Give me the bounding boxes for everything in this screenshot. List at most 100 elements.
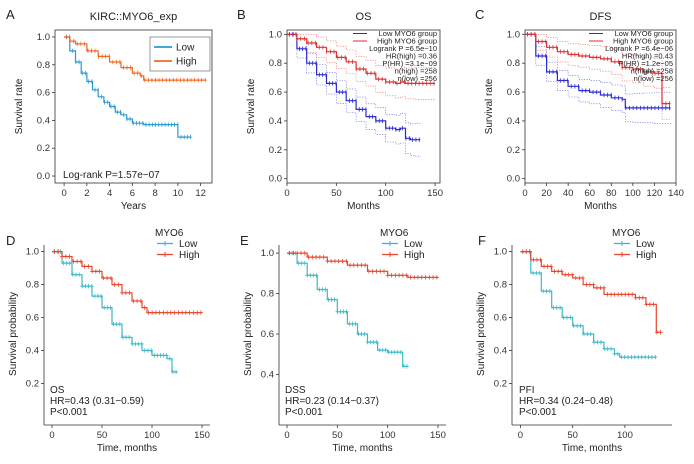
panel-b-x-tick-label: 150 [427,188,443,199]
panel-d-y-tick-label: 0.8 [26,280,39,291]
panel-c-title: DFS [590,11,612,23]
panel-c-y-label: Survival rate [484,78,495,134]
panel-c-x-tick-label: 60 [584,188,595,199]
panel-d-x-tick-label: 0 [49,430,54,441]
panel-b-stat-line: HR(high) =0.36 [386,52,437,61]
panel-e-x-tick-label: 150 [430,430,446,441]
panel-d-x-label: Time, months [97,443,157,454]
panel-a-frame [54,29,213,184]
panel-b-y-tick-label: 0.8 [269,58,282,69]
panel-c-y-tick-label: 0.8 [507,58,520,69]
panel-b-x-tick-label: 50 [331,188,342,199]
panel-c-stat-line: n(high) =258 [631,67,673,76]
panel-d-legend-label: High [179,250,200,261]
panel-b-legend-label: Low MYO6 group [379,29,437,38]
panel-c-ci-band [525,34,671,88]
panel-a-legend-label: High [176,57,197,68]
panel-c-x-tick-label: 100 [625,188,641,199]
panel-e-y-label: Survival probability [243,292,254,376]
panel-f-legend-label: Low [636,239,655,250]
panel-a-title: KIRC::MYO6_exp [90,11,177,23]
panel-c-y-tick-label: 0.2 [507,145,520,156]
panel-f-x-label: Time, months [562,443,622,454]
panel-a-curve-high [64,36,207,81]
panel-b-stat-line: Logrank P =6.5e−10 [369,44,437,53]
panel-a-x-tick-label: 6 [130,188,135,199]
panel-b-stat-line: n(low) =256 [398,74,437,83]
panel-e: E 0 50 100 150 0.4 0.6 0.8 1.0 Time, months Surviv… [240,228,446,454]
panel-b-y-tick-label: 0.4 [269,116,282,127]
panel-a-x-tick-label: 10 [173,188,184,199]
panel-f-x-tick-label: 0 [518,430,523,441]
panel-d-curve-low [52,251,177,373]
panel-b-legend-label: High MYO6 group [377,37,437,46]
panel-d-x-tick-label: 100 [144,430,160,441]
panel-a-y-label: Survival rate [14,78,25,134]
panel-b-letter: B [237,7,246,22]
panel-d-y-label: Survival probability [8,292,19,376]
panel-a-curve-low [64,36,192,138]
panel-b-stat-line: P(HR) =3.1e−09 [382,59,437,68]
panel-c-stat-line: n(low) =256 [634,74,673,83]
panel-c-legend-label: Low MYO6 group [615,29,673,38]
panel-c-x-tick-label: 140 [668,188,684,199]
panel-a-x-tick-label: 2 [84,188,89,199]
panel-f-x-tick-label: 50 [567,430,578,441]
panel-a-annotation: Log-rank P=1.57e−07 [63,170,160,181]
panel-b-ci-band [287,34,436,70]
panel-c-stat-line: P(HR) =1.2e−05 [618,59,673,68]
panel-f-curve-low [520,251,657,358]
panel-e-annotation-line: DSS [285,385,306,396]
panel-c-x-tick-label: 40 [563,188,574,199]
panel-d-x-tick-label: 50 [97,430,108,441]
panel-b-stat-line: n(high) =258 [395,67,437,76]
panel-e-legend-label: Low [404,239,423,250]
panel-e-y-tick-label: 0.8 [261,289,274,300]
panel-f-y-tick-label: 0.2 [494,378,507,389]
panel-e-annotation-line: P<0.001 [285,407,323,418]
panel-c-x-label: Months [584,201,617,212]
panel-f-annotation-line: P<0.001 [519,407,557,418]
panel-f-annotation-line: HR=0.34 (0.24−0.48) [519,396,613,407]
panel-a-y-tick-label: 0.8 [37,60,50,71]
panel-f-x-tick-label: 100 [617,430,633,441]
panel-f-y-tick-label: 1.0 [494,247,507,258]
panel-a-y-tick-label: 0.6 [37,88,50,99]
panel-c-ci-band [525,34,671,121]
panel-d-y-tick-label: 1.0 [26,247,39,258]
panel-c: C DFS 0 20 40 60 80 100 120 140 0.0 0.2 0.4 0.6 0.8 1.0… [475,7,684,212]
panel-f: F 0 50 100 0.2 0.4 0.6 0.8 1.0 Time, months Surviv… [476,228,672,454]
panel-b-ci-band [287,34,436,100]
panel-d-legend-title: MYO6 [155,228,184,239]
panel-e-x-label: Time, months [332,443,392,454]
panel-c-legend-label: High MYO6 group [613,37,673,46]
panel-b-x-tick-label: 100 [378,188,394,199]
panel-a-x-tick-label: 8 [152,188,157,199]
panel-b-y-tick-label: 0.2 [269,145,282,156]
panel-f-letter: F [478,233,486,248]
panel-f-curve-high [520,251,662,333]
panel-c-stat-line: HR(high) =0.43 [622,52,673,61]
panel-d-y-tick-label: 0.4 [26,345,39,356]
panel-d-legend-label: Low [179,239,198,250]
panel-b: B OS 0 50 100 150 0.0 0.2 0.4 0.6 0.8 1.0 Months Surv… [237,7,443,212]
panel-a-letter: A [6,7,15,22]
panel-d-curve-high [52,251,202,314]
panel-c-y-tick-label: 0.4 [507,116,520,127]
panel-a-y-tick-label: 0.4 [37,115,50,126]
panel-e-letter: E [240,233,249,248]
panel-d-y-tick-label: 0.2 [26,378,39,389]
panel-c-frame [524,29,677,184]
panel-f-y-tick-label: 0.8 [494,280,507,291]
panel-d: D 0 50 100 150 0.2 0.4 0.6 0.8 1.0 Time, months Sur… [6,228,210,454]
panel-e-legend-title: MYO6 [380,228,409,239]
panel-b-y-tick-label: 1.0 [269,29,282,40]
panel-f-y-label: Survival probability [476,292,487,376]
panel-a-y-tick-label: 1.0 [37,32,50,43]
panel-a-legend-label: Low [176,43,195,54]
panel-a-x-label: Years [121,201,146,212]
panel-a-y-tick-label: 0.0 [37,171,50,182]
panel-f-y-tick-label: 0.4 [494,345,507,356]
